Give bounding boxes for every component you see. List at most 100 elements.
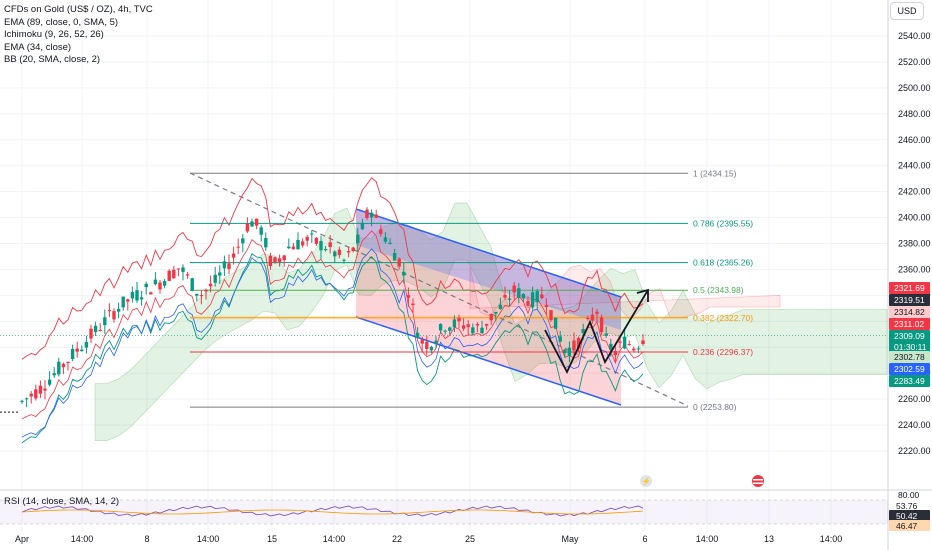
candle-body [457,317,461,322]
candle-body [236,246,240,248]
price-badge-text: 2311.02 [894,319,924,329]
time-tick-label: 14:00 [323,534,346,544]
candle-body [498,304,503,309]
candle-body [604,333,608,336]
legend-title[interactable]: CFDs on Gold (US$ / OZ), 4h, TVC [4,4,153,15]
candle-body [121,296,125,308]
candle-body [392,252,397,261]
time-tick-label: 14:00 [71,534,94,544]
candle-body [296,239,300,250]
candle-body [333,251,337,257]
price-badge [889,306,930,318]
price-badge [889,363,930,375]
price-badge [889,294,930,306]
candle-body [411,303,415,306]
candle-body [572,340,576,351]
candle-body [356,234,360,244]
candle-body [139,297,144,300]
time-tick-label: 25 [465,534,475,544]
projection-arrow: ⚡ [544,288,764,487]
legend-bb[interactable]: BB (20, SMA, close, 2) [4,54,101,66]
rsi-tick-label: 80.00 [898,490,920,500]
rsi-badge-text: 50.42 [896,511,918,521]
descending-channel [189,172,689,407]
legend-ema89[interactable]: EMA (89, close, 0, SMA, 5) [4,16,119,28]
candle-body [300,241,305,246]
price-badge [889,318,930,330]
fibonacci-levels: 1 (2434.15) 0.786 (2395.55) 0.618 (2365.26… [0,168,888,412]
candle-body [567,347,572,357]
candle-body [618,341,622,343]
candle-body [158,282,162,290]
candle-body [43,388,47,391]
candle-body [632,348,636,351]
candle-body [305,236,309,241]
projection-path [544,289,649,375]
candle-body [374,214,378,218]
price-badge-text: 2309.09 [894,331,925,341]
time-axis: Apr 14:00 8 14:00 15 14:00 22 25 May 6 14:00 13 14:0… [15,534,842,544]
candle-body [526,301,530,306]
candle-body [558,336,562,342]
ema-34 [21,230,644,420]
candle-body [29,393,33,397]
candle-body [540,294,544,299]
candle-body [480,327,484,334]
time-tick-label: 6 [642,534,647,544]
dividend-event-icon [640,475,652,487]
rsi-badge-text: 53.76 [896,501,918,511]
candle-body [167,270,171,281]
candle-body [291,246,296,250]
candle-body [420,339,424,344]
candle-body [264,237,268,248]
candle-body [581,329,585,333]
price-badge [889,330,930,342]
candle-body [443,330,447,332]
candle-body [153,279,158,285]
rsi-badge [889,520,930,531]
candle-body [190,278,194,291]
candle-body [310,233,314,235]
candle-body [273,257,277,263]
candle-body [75,348,79,352]
price-tick-label: 2520.00 [898,57,931,67]
fib-label-0.236: 0.236 (2296.37) [693,347,753,357]
candle-body [429,346,434,351]
currency-button[interactable]: USD [890,2,924,20]
candle-body [149,292,153,295]
us-flag-stripe [753,482,763,484]
time-tick-label: Apr [15,534,29,544]
candle-body [434,340,438,344]
time-tick-label: 8 [144,534,149,544]
price-tick-label: 2360.00 [898,264,931,274]
candle-body [448,327,452,331]
fib-label-0.382: 0.382 (2322.70) [693,313,753,323]
candle-body [365,209,369,218]
legend-ema34[interactable]: EMA (34, close) [4,41,72,53]
candle-body [24,398,29,400]
candle-body [287,246,291,249]
candle-body [535,291,539,303]
fib-label-1: 1 (2434.15) [693,168,737,178]
ichimoku-cloud-fill-red [469,264,781,321]
price-badge-text: 01:30:11 [894,342,927,352]
candle-body [379,229,383,235]
trend-dashed-line [189,172,689,407]
ichimoku-cloud [94,202,888,441]
candle-body [227,263,231,270]
candle-body [553,317,558,329]
legend-ichimoku[interactable]: Ichimoku (9, 26, 52, 26) [4,29,104,41]
price-tick-label: 2500.00 [898,83,931,93]
candle-body [521,293,526,299]
candle-body [195,293,199,296]
time-tick-label: May [561,534,579,544]
price-tick-label: 2240.00 [898,420,931,430]
candle-body [162,281,167,286]
candle-body [66,362,70,364]
price-badge-text: 2302.78 [894,352,925,362]
rsi-legend[interactable]: RSI (14, close, SMA, 14, 2) [4,496,120,507]
candle-body [20,400,24,402]
candle-body [494,311,498,314]
